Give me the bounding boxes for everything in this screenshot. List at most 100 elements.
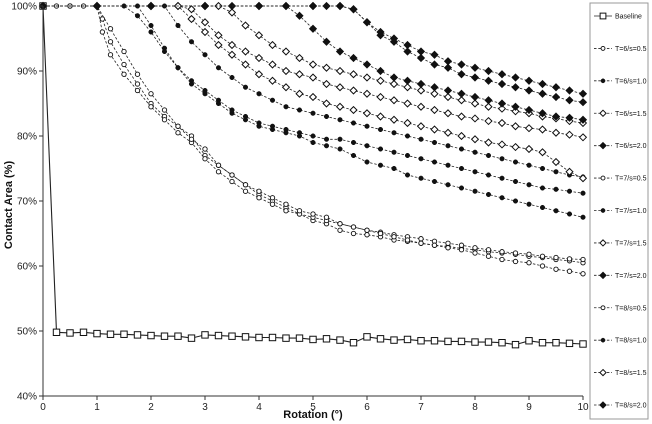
series-line [43, 5, 584, 138]
legend-marker [600, 305, 606, 311]
data-point [322, 63, 331, 72]
data-point [404, 133, 411, 139]
data-point [485, 172, 492, 178]
data-point [283, 104, 289, 110]
data-point [349, 339, 358, 347]
data-point [148, 29, 154, 35]
data-point [188, 136, 195, 142]
data-point [484, 116, 493, 126]
data-point [472, 149, 478, 155]
legend-label: T=6/s=1.0 [615, 78, 647, 85]
data-point [511, 340, 520, 349]
data-point [552, 339, 560, 347]
data-point [391, 234, 397, 240]
data-point [376, 112, 385, 121]
data-point [416, 122, 426, 131]
data-point [363, 333, 371, 341]
data-point [404, 172, 411, 178]
data-point [551, 128, 561, 137]
data-point [350, 230, 357, 237]
data-point [445, 143, 451, 149]
data-point [121, 48, 127, 55]
data-point [161, 45, 168, 51]
data-point [310, 139, 316, 146]
data-point [322, 335, 331, 343]
data-point [418, 156, 424, 162]
legend-label: T=6/s=0.5 [615, 46, 647, 53]
data-point [580, 256, 586, 263]
data-point [580, 214, 586, 220]
data-point [539, 263, 546, 269]
data-point [187, 334, 196, 342]
data-point [268, 333, 277, 342]
data-point [322, 37, 331, 46]
data-point [539, 253, 546, 259]
data-point [471, 338, 479, 346]
data-point [362, 89, 372, 98]
series-line [43, 5, 584, 124]
data-point [376, 66, 385, 76]
data-point [146, 1, 156, 11]
data-point [512, 178, 519, 185]
data-point [349, 53, 358, 63]
data-point [283, 208, 289, 214]
series-9 [40, 3, 586, 277]
data-point [295, 334, 304, 342]
data-point [484, 102, 493, 111]
data-point [337, 221, 343, 227]
data-point [187, 14, 196, 24]
data-point [553, 186, 559, 192]
legend-marker [599, 239, 607, 247]
data-point [175, 65, 181, 71]
x-tick-label: 0 [40, 402, 46, 413]
x-tick-label: 5 [310, 402, 316, 413]
data-point [362, 109, 372, 118]
data-point [147, 331, 155, 340]
data-point [269, 201, 276, 207]
data-point [254, 70, 264, 79]
legend-label: Baseline [615, 14, 642, 21]
data-point [430, 60, 439, 69]
data-point [499, 195, 505, 201]
data-point [511, 107, 520, 116]
data-point [335, 1, 345, 11]
data-point [431, 159, 438, 165]
data-point [497, 118, 507, 128]
data-point [445, 182, 451, 188]
data-point [323, 214, 330, 220]
data-point [566, 268, 573, 274]
data-point [337, 117, 343, 123]
data-point [431, 242, 438, 248]
data-point [281, 1, 291, 11]
data-point [254, 53, 264, 63]
data-point [565, 167, 574, 176]
data-point [499, 249, 505, 255]
data-point [416, 53, 426, 63]
data-point [269, 126, 276, 133]
data-point [148, 22, 154, 29]
data-point [470, 99, 480, 108]
series-line [43, 5, 584, 275]
data-point [215, 100, 222, 107]
data-point [538, 339, 547, 347]
data-point [52, 328, 61, 337]
data-point [268, 76, 277, 85]
y-tick-label: 80% [17, 132, 37, 143]
data-point [269, 195, 276, 201]
data-point [229, 178, 235, 185]
data-point [389, 34, 399, 43]
data-point [349, 86, 358, 95]
data-point [389, 79, 399, 89]
data-point [349, 105, 358, 115]
data-point [512, 159, 519, 165]
data-point [470, 63, 480, 72]
legend-marker [600, 175, 606, 181]
legend-marker [599, 12, 607, 20]
data-point [458, 165, 465, 172]
data-point [200, 18, 210, 27]
data-point [160, 332, 169, 340]
legend-label: T=8/s=0.5 [615, 305, 647, 312]
data-point [215, 65, 222, 71]
data-point [202, 146, 208, 152]
data-point [553, 254, 559, 261]
